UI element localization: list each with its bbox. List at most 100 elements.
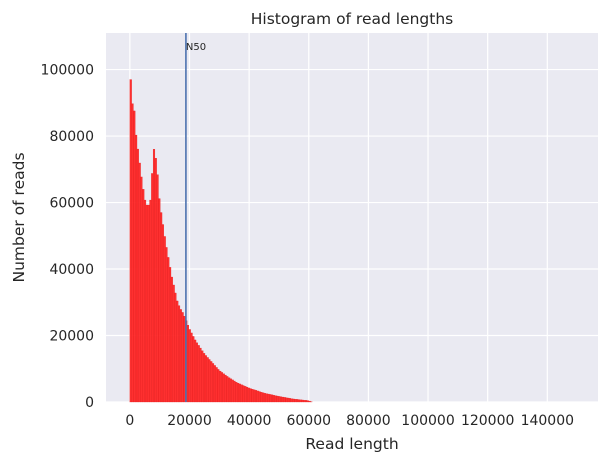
- x-tick-label: 0: [125, 413, 134, 429]
- histogram-bar: [294, 399, 297, 403]
- histogram-bar: [206, 357, 209, 403]
- histogram-bar: [281, 396, 284, 403]
- histogram-bar: [201, 350, 204, 403]
- y-tick-label: 40000: [49, 262, 94, 278]
- histogram-bar: [154, 158, 157, 403]
- histogram-bar: [172, 284, 175, 403]
- histogram-bar: [203, 353, 206, 403]
- histogram-bar: [210, 361, 213, 403]
- n50-annotation: N50: [186, 42, 206, 53]
- histogram-bar: [256, 390, 259, 403]
- histogram-bar: [246, 386, 249, 403]
- histogram-bar: [188, 329, 191, 403]
- histogram-bar: [260, 392, 263, 403]
- histogram-bar: [296, 399, 299, 403]
- histogram-bar: [242, 385, 245, 403]
- x-tick-label: 60000: [286, 413, 331, 429]
- histogram-bar: [233, 380, 236, 403]
- histogram-bar: [161, 224, 164, 403]
- histogram-bar: [197, 345, 200, 403]
- x-tick-label: 140000: [521, 413, 574, 429]
- histogram-bar: [217, 369, 220, 403]
- histogram-bar: [283, 397, 286, 403]
- histogram-bar: [156, 174, 159, 403]
- histogram-bar: [272, 395, 275, 403]
- histogram-bar: [305, 400, 308, 403]
- x-tick-label: 20000: [167, 413, 212, 429]
- histogram-bar: [240, 384, 243, 403]
- histogram-bar: [160, 212, 163, 403]
- histogram-bar: [254, 390, 258, 403]
- histogram-bar: [195, 342, 198, 403]
- histogram-bar: [131, 103, 134, 403]
- histogram-bar: [144, 199, 147, 403]
- histogram-bar: [136, 148, 139, 403]
- histogram-bar: [251, 389, 254, 403]
- histogram-bar: [142, 189, 145, 403]
- histogram-bar: [129, 79, 132, 403]
- histogram-bar: [253, 389, 256, 403]
- chart-title: Histogram of read lengths: [251, 10, 454, 28]
- histogram-bar: [220, 372, 224, 403]
- histogram-bar: [299, 399, 302, 403]
- histogram-bar: [219, 370, 222, 403]
- histogram-bar: [165, 247, 168, 403]
- histogram-bar: [262, 392, 265, 403]
- histogram-bar: [183, 316, 186, 403]
- histogram-bar: [135, 134, 138, 403]
- histogram-bar: [278, 396, 281, 403]
- y-tick-label: 20000: [49, 329, 94, 345]
- histogram-bar: [258, 391, 261, 403]
- histogram-bar: [158, 198, 161, 403]
- histogram-bar: [274, 395, 277, 403]
- histogram-bar: [194, 339, 197, 403]
- histogram-bar: [228, 377, 231, 403]
- histogram-bar: [151, 173, 154, 403]
- histogram-bars: [129, 79, 313, 403]
- histogram-bar: [276, 395, 279, 403]
- histogram-bar: [238, 383, 241, 403]
- histogram-bar: [179, 309, 182, 403]
- histogram-bar: [269, 394, 272, 403]
- histogram-bar: [163, 236, 166, 403]
- x-tick-label: 80000: [346, 413, 391, 429]
- x-axis-label: Read length: [305, 435, 398, 453]
- x-tick-label: 100000: [401, 413, 454, 429]
- histogram-bar: [152, 149, 156, 403]
- histogram-bar: [247, 387, 250, 403]
- x-tick-label: 120000: [461, 413, 514, 429]
- y-tick-label: 60000: [49, 196, 94, 212]
- histogram-bar: [301, 399, 304, 403]
- histogram-bar: [169, 267, 172, 403]
- histogram-bar: [308, 400, 311, 403]
- histogram-bar: [181, 312, 184, 403]
- histogram-bar: [149, 199, 152, 403]
- histogram-bar: [174, 292, 177, 403]
- histogram-bar: [285, 397, 288, 403]
- histogram-bar: [287, 397, 290, 403]
- histogram-bar: [212, 363, 215, 403]
- histogram-bar: [199, 347, 202, 403]
- histogram-bar: [208, 359, 211, 403]
- histogram-bar: [235, 382, 238, 403]
- histogram-bar: [229, 378, 232, 403]
- histogram-bar: [167, 257, 170, 403]
- y-axis-label: Number of reads: [10, 152, 28, 282]
- x-tick-label: 40000: [227, 413, 272, 429]
- histogram-bar: [249, 388, 252, 403]
- histogram-bar: [297, 399, 300, 403]
- histogram-bar: [306, 400, 309, 403]
- histogram-bar: [267, 393, 270, 403]
- histogram-bar: [147, 204, 150, 403]
- x-tick-labels: 0 20000 40000 60000 80000 100000 120000 140000: [125, 413, 574, 429]
- histogram-bar: [226, 376, 229, 403]
- histogram-bar: [263, 393, 266, 403]
- histogram-bar: [237, 382, 240, 403]
- histogram-bar: [292, 398, 295, 403]
- histogram-bar: [303, 400, 306, 403]
- histogram-bar: [265, 393, 268, 403]
- histogram-bar: [176, 300, 179, 403]
- histogram-bar: [190, 332, 193, 403]
- histogram-bar: [178, 305, 181, 403]
